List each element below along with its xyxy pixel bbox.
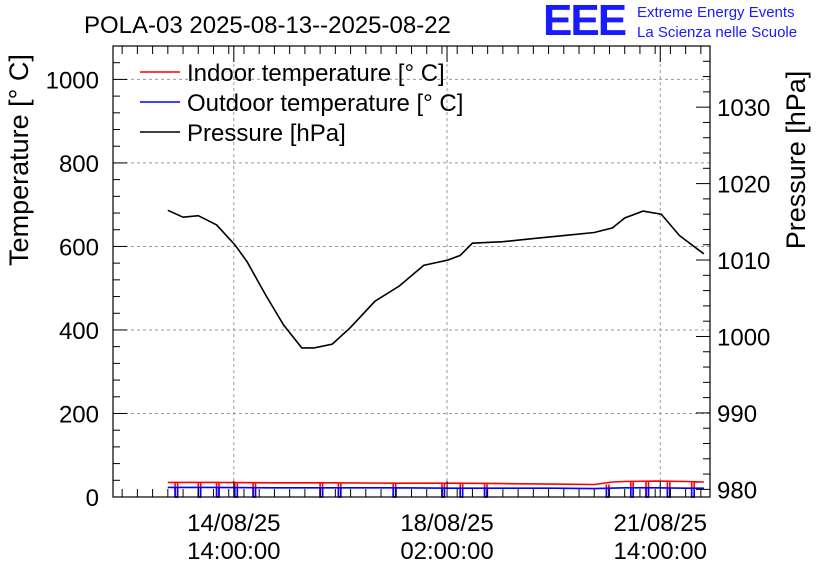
left-axis-tick-label: 0	[86, 485, 99, 512]
logo-line-2: La Scienza nelle Scuole	[637, 24, 798, 41]
right-axis-tick-label: 1020	[717, 172, 770, 199]
x-axis-tick-label-date: 18/08/25	[400, 510, 493, 537]
chart-title: POLA-03 2025-08-13--2025-08-22	[84, 12, 451, 39]
series-line-1	[167, 486, 704, 498]
left-axis-tick-label: 200	[59, 401, 99, 428]
x-axis-tick-label-time: 14:00:00	[187, 538, 280, 565]
x-axis-tick-label-time: 02:00:00	[400, 538, 493, 565]
eee-logo: EEE	[543, 0, 627, 45]
logo-line-1: Extreme Energy Events	[637, 4, 795, 21]
right-axis-tick-label: 980	[717, 477, 757, 504]
right-axis-tick-label: 990	[717, 401, 757, 428]
left-axis-tick-label: 600	[59, 234, 99, 261]
legend-label-1: Outdoor temperature [° C]	[187, 90, 463, 117]
x-axis-tick-label-date: 21/08/25	[614, 510, 707, 537]
right-axis-tick-label: 1000	[717, 324, 770, 351]
left-axis-tick-label: 400	[59, 318, 99, 345]
right-axis-tick-label: 1010	[717, 248, 770, 275]
left-axis-group: 0 200 400 600 800 1000	[46, 45, 127, 512]
left-axis-tick-label: 800	[59, 151, 99, 178]
x-axis-group: 14/08/2514:00:0018/08/2502:00:0021/08/25…	[121, 46, 707, 565]
series-group	[167, 209, 705, 498]
right-axis-group: 980 990 1000 1010 1020 1030	[696, 45, 770, 504]
x-axis-tick-label-time: 14:00:00	[614, 538, 707, 565]
legend-label-0: Indoor temperature [° C]	[187, 60, 445, 87]
x-axis-tick-label-date: 14/08/25	[187, 510, 280, 537]
legend-label-2: Pressure [hPa]	[187, 120, 346, 147]
series-line-2	[167, 209, 705, 349]
right-axis-label: Pressure [hPa]	[781, 71, 811, 250]
series-line-0	[167, 480, 704, 498]
left-axis-tick-label: 1000	[46, 67, 99, 94]
left-axis-label: Temperature [° C]	[4, 54, 34, 266]
right-axis-tick-label: 1030	[717, 95, 770, 122]
legend: Indoor temperature [° C] Outdoor temperat…	[140, 60, 463, 147]
